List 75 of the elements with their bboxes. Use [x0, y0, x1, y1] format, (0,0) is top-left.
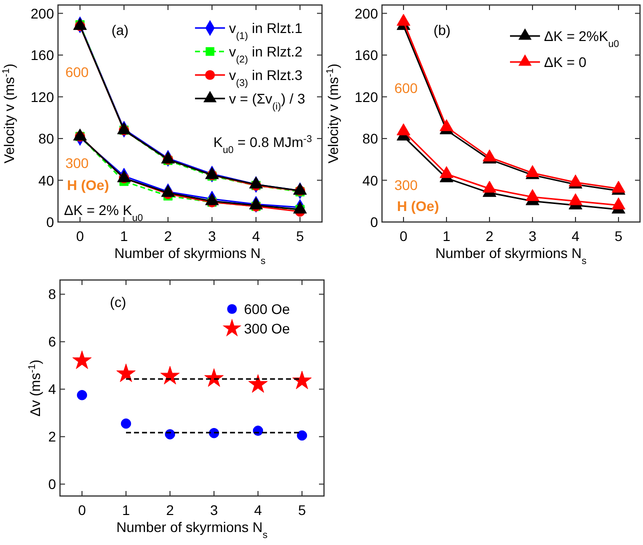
x-tick-label: 4 — [572, 228, 580, 244]
point — [440, 166, 454, 178]
legend-label: v = (Σv$_{(i)}$) / 3 — [229, 90, 306, 112]
y-tick-label: 200 — [354, 5, 378, 22]
x-axis-title: Number of skyrmions N$_{s}$ — [114, 245, 266, 266]
y-tick-label: 120 — [354, 88, 378, 105]
annotation: (b) — [433, 22, 451, 38]
x-tick-label: 5 — [614, 228, 623, 244]
legend-label: v$_{(3)}$ in Rlzt.3 — [229, 67, 303, 88]
point — [482, 149, 496, 162]
point — [116, 364, 136, 382]
x-tick-label: 2 — [164, 228, 172, 244]
legend-label: 300 Oe — [244, 320, 290, 336]
legend-label: ΔK = 2%K$_{u0}$ — [544, 28, 620, 50]
point — [396, 14, 410, 26]
point — [72, 350, 92, 369]
point — [292, 370, 312, 390]
point — [204, 368, 224, 387]
y-tick-label: 160 — [354, 47, 378, 64]
legend-label: v$_{(2)}$ in Rlzt.2 — [229, 44, 303, 65]
y-tick-label: 8 — [48, 286, 56, 302]
y-tick-label: 4 — [48, 381, 56, 398]
point — [526, 189, 540, 202]
point — [482, 180, 496, 193]
y-tick-label: 2 — [48, 428, 56, 445]
x-tick-label: 2 — [486, 228, 494, 244]
annotation: 300 — [394, 177, 418, 193]
legend-label: 600 Oe — [244, 301, 290, 317]
annotation: 600 — [65, 64, 89, 80]
y-tick-label: 0 — [370, 214, 378, 230]
x-tick-label: 3 — [208, 228, 216, 244]
annotation: (a) — [111, 22, 129, 38]
x-axis-title: Number of skyrmions N$_{s}$ — [116, 519, 268, 540]
y-tick-label: 0 — [46, 214, 54, 230]
x-tick-label: 0 — [78, 502, 86, 518]
annotation: H (Oe) — [397, 198, 439, 214]
y-tick-label: 160 — [30, 47, 54, 64]
y-tick-label: 40 — [38, 172, 54, 188]
x-tick-label: 1 — [120, 228, 128, 244]
x-tick-label: 1 — [122, 502, 130, 518]
y-tick-label: 6 — [48, 334, 56, 350]
annotation: H (Oe) — [67, 177, 109, 193]
x-tick-label: 3 — [528, 228, 537, 244]
point — [296, 430, 308, 441]
point — [568, 193, 582, 206]
annotation: K$_{u0}$ = 0.8 MJm$^{-3}$ — [213, 134, 313, 156]
annotation: 300 — [65, 155, 89, 171]
x-tick-label: 5 — [298, 502, 306, 518]
point — [76, 390, 88, 400]
x-tick-label: 3 — [210, 502, 218, 518]
x-tick-label: 5 — [296, 228, 304, 244]
x-tick-label: 4 — [254, 502, 262, 518]
point — [440, 119, 454, 132]
x-tick-label: 1 — [442, 228, 451, 244]
y-tick-label: 40 — [362, 172, 378, 188]
annotation: ΔK = 2% K$_{u0}$ — [64, 202, 144, 224]
legend-label: v$_{(1)}$ in Rlzt.1 — [229, 20, 303, 42]
point — [612, 197, 626, 210]
point — [396, 123, 410, 136]
y-tick-label: 200 — [30, 5, 54, 22]
legend-label: ΔK = 0 — [544, 54, 587, 70]
point — [248, 374, 268, 393]
x-tick-label: 4 — [252, 228, 260, 244]
y-tick-label: 0 — [48, 476, 56, 492]
x-tick-label: 0 — [400, 228, 408, 244]
x-tick-label: 2 — [166, 502, 174, 518]
y-tick-label: 80 — [38, 130, 54, 147]
point — [120, 418, 132, 429]
annotation: (c) — [110, 294, 126, 310]
point — [160, 366, 180, 384]
x-axis-title: Number of skyrmions N$_{s}$ — [435, 245, 587, 266]
annotation: 600 — [394, 80, 418, 96]
y-tick-label: 120 — [30, 88, 54, 105]
y-tick-label: 80 — [362, 130, 378, 147]
x-tick-label: 0 — [76, 228, 84, 244]
